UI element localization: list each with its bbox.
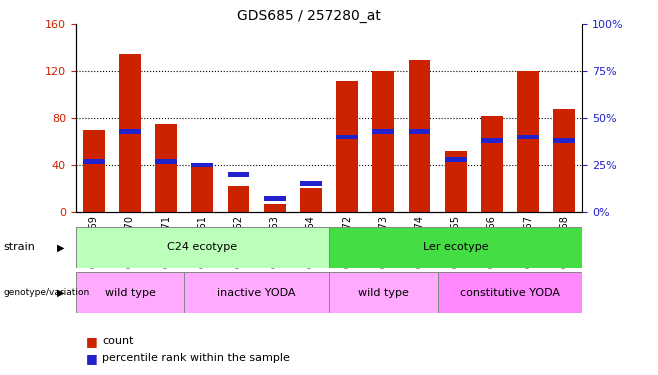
Text: wild type: wild type xyxy=(105,288,155,297)
Text: strain: strain xyxy=(3,243,35,252)
Bar xyxy=(336,81,358,212)
Bar xyxy=(83,159,105,164)
Bar xyxy=(517,71,539,212)
Text: constitutive YODA: constitutive YODA xyxy=(460,288,560,297)
Text: inactive YODA: inactive YODA xyxy=(217,288,296,297)
Bar xyxy=(445,151,467,212)
Text: ▶: ▶ xyxy=(57,288,64,297)
Bar xyxy=(119,129,141,134)
Bar xyxy=(264,196,286,201)
Bar xyxy=(191,167,213,212)
Bar xyxy=(155,159,177,164)
Bar xyxy=(445,157,467,162)
Text: wild type: wild type xyxy=(358,288,409,297)
Bar xyxy=(155,124,177,212)
Bar xyxy=(336,135,358,139)
Bar xyxy=(83,130,105,212)
Bar xyxy=(553,109,575,212)
Text: genotype/variation: genotype/variation xyxy=(3,288,89,297)
Text: C24 ecotype: C24 ecotype xyxy=(167,243,238,252)
Bar xyxy=(372,129,394,134)
Bar xyxy=(517,135,539,139)
Bar xyxy=(300,188,322,212)
Bar xyxy=(553,138,575,143)
Bar xyxy=(329,272,438,313)
Bar xyxy=(372,71,394,212)
Bar xyxy=(264,204,286,212)
Bar xyxy=(119,54,141,212)
Text: percentile rank within the sample: percentile rank within the sample xyxy=(102,353,290,363)
Bar xyxy=(300,182,322,186)
Bar xyxy=(481,116,503,212)
Bar xyxy=(76,272,184,313)
Text: count: count xyxy=(102,336,134,346)
Bar xyxy=(409,129,430,134)
Text: Ler ecotype: Ler ecotype xyxy=(423,243,488,252)
Bar xyxy=(184,272,329,313)
Bar xyxy=(191,163,213,167)
Bar xyxy=(329,227,582,268)
Bar xyxy=(409,60,430,212)
Bar xyxy=(228,186,249,212)
Text: ■: ■ xyxy=(86,335,97,348)
Text: GDS685 / 257280_at: GDS685 / 257280_at xyxy=(238,9,381,23)
Text: ■: ■ xyxy=(86,352,97,364)
Bar xyxy=(481,138,503,143)
Bar xyxy=(228,172,249,177)
Bar xyxy=(438,272,582,313)
Bar xyxy=(76,227,329,268)
Text: ▶: ▶ xyxy=(57,243,64,252)
